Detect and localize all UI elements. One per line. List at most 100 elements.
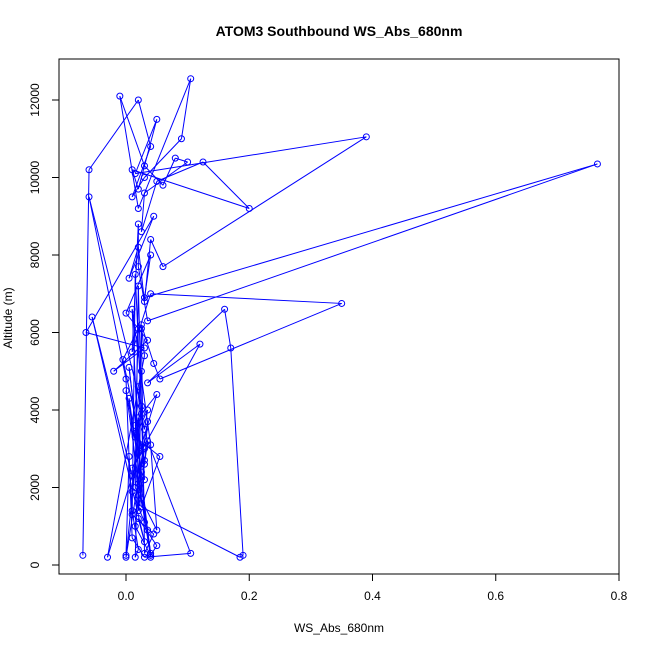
data-point [177, 135, 185, 143]
data-point [137, 499, 145, 507]
data-point [140, 460, 148, 468]
data-point [128, 487, 136, 495]
series-layer [79, 75, 601, 561]
data-point [125, 394, 133, 402]
series-segment [82, 169, 90, 556]
x-axis: 0.0 0.2 0.4 0.6 0.8 [118, 573, 628, 603]
data-point [140, 456, 148, 464]
data-point [125, 363, 133, 371]
series-segment [180, 78, 192, 139]
data-point [110, 367, 118, 375]
data-point [140, 298, 148, 305]
data-point [128, 348, 136, 356]
data-point [137, 367, 145, 375]
y-tick-label: 4000 [28, 396, 42, 423]
data-point [128, 534, 136, 542]
x-tick-label: 0.6 [487, 589, 504, 603]
data-point [134, 383, 142, 391]
data-point [122, 551, 130, 559]
series-segment [175, 157, 188, 163]
data-point [239, 551, 247, 559]
data-point [245, 205, 253, 212]
data-point [79, 551, 87, 559]
data-point [144, 406, 152, 414]
y-tick-label: 10000 [28, 160, 42, 194]
data-point [196, 340, 204, 348]
data-point [144, 379, 152, 387]
data-point [140, 425, 148, 433]
x-tick-label: 0.8 [611, 589, 628, 603]
data-point [147, 143, 155, 150]
data-point [131, 553, 139, 561]
data-point [144, 317, 152, 325]
data-point [156, 375, 164, 383]
data-point [119, 356, 127, 364]
data-point [153, 115, 161, 123]
data-point [128, 305, 136, 313]
data-point [116, 92, 124, 100]
data-point [159, 263, 167, 271]
data-point [362, 133, 370, 141]
data-point [137, 402, 145, 410]
y-axis-label: Altitude (m) [1, 287, 15, 348]
series-segment [147, 308, 225, 384]
data-point [187, 549, 195, 557]
data-point [134, 515, 142, 522]
data-point [140, 189, 148, 197]
data-point [128, 511, 136, 519]
series-segment [91, 316, 133, 476]
data-point [122, 553, 130, 561]
data-point [122, 387, 130, 395]
data-point [134, 414, 142, 422]
data-point [140, 294, 148, 302]
data-point [140, 174, 148, 181]
series-segment [85, 215, 155, 333]
series-segment [137, 78, 192, 209]
y-tick-label: 8000 [28, 241, 42, 268]
data-point [150, 360, 158, 367]
data-point [187, 75, 195, 83]
data-point [82, 329, 90, 336]
series-segment [125, 254, 152, 314]
x-tick-label: 0.4 [364, 589, 381, 603]
series-segment [134, 549, 139, 558]
data-point [147, 441, 155, 449]
y-axis: 0 2000 4000 6000 8000 10000 12000 [28, 83, 60, 568]
data-point [593, 160, 601, 168]
series-segment [140, 192, 145, 232]
series-segment [125, 390, 142, 504]
data-point [128, 193, 136, 201]
data-point [134, 220, 142, 228]
series-segment [119, 95, 145, 167]
data-point [184, 158, 192, 166]
series-segment [162, 136, 367, 268]
data-point [137, 228, 145, 236]
x-axis-label: WS_Abs_680nm [294, 621, 384, 635]
data-point [156, 453, 164, 460]
series-segment [150, 293, 342, 304]
series-segment [144, 533, 155, 554]
series-segment [128, 367, 142, 473]
data-point [150, 530, 158, 538]
series-segment [131, 274, 136, 515]
data-point [338, 299, 346, 307]
data-point [122, 309, 130, 317]
data-point [150, 212, 158, 220]
data-point [85, 193, 93, 201]
series-segment [147, 440, 192, 554]
y-tick-label: 12000 [28, 83, 42, 117]
data-point [134, 546, 142, 553]
data-point [131, 422, 139, 429]
data-point [144, 418, 152, 426]
series-segment [125, 456, 130, 556]
y-tick-label: 6000 [28, 319, 42, 346]
series-segment [134, 487, 158, 531]
data-point [128, 472, 136, 480]
data-point [140, 538, 148, 546]
data-point [147, 251, 155, 259]
data-point [131, 270, 139, 278]
data-point [227, 344, 235, 352]
series-segment [135, 136, 367, 175]
data-point [134, 449, 142, 457]
